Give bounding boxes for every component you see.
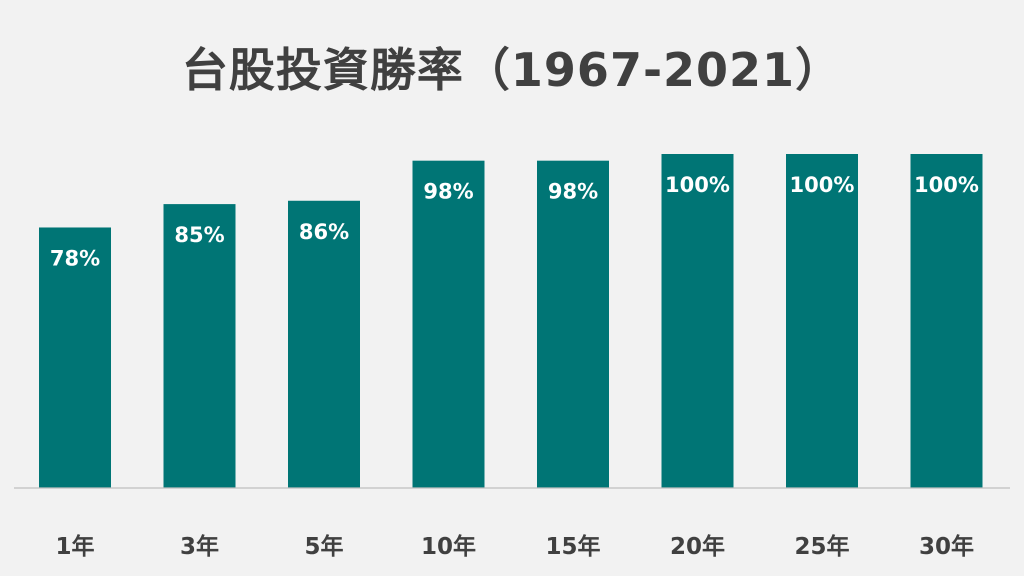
bar-group: 78% 85% 86% 98% 98% 100% 100% 100%: [39, 154, 983, 489]
data-label-4: 98%: [423, 180, 473, 204]
x-axis-labels: 1年 3年 5年 10年 15年 20年 25年 30年: [55, 533, 974, 560]
x-tick-label-8: 30年: [919, 533, 974, 560]
data-label-3: 86%: [299, 220, 349, 244]
bar-4: [412, 160, 485, 488]
bar-5: [537, 160, 609, 488]
data-label-7: 100%: [790, 173, 855, 197]
data-label-2: 85%: [174, 223, 224, 247]
bar-6: [661, 154, 734, 488]
bar-1: [39, 227, 111, 489]
bar-2: [163, 204, 236, 488]
x-tick-label-1: 1年: [55, 533, 94, 560]
x-tick-label-4: 10年: [421, 533, 476, 560]
data-label-6: 100%: [665, 173, 730, 197]
chart-title: 台股投資勝率（1967-2021）: [181, 43, 843, 97]
data-label-5: 98%: [548, 180, 598, 204]
bar-7: [786, 154, 858, 488]
x-tick-label-3: 5年: [304, 533, 343, 560]
x-tick-label-7: 25年: [794, 533, 849, 560]
x-tick-label-2: 3年: [180, 533, 219, 560]
data-label-8: 100%: [914, 173, 979, 197]
data-label-1: 78%: [50, 246, 100, 270]
bar-3: [288, 200, 360, 488]
x-tick-label-6: 20年: [670, 533, 725, 560]
bar-8: [910, 154, 983, 488]
x-tick-label-5: 15年: [545, 533, 600, 560]
